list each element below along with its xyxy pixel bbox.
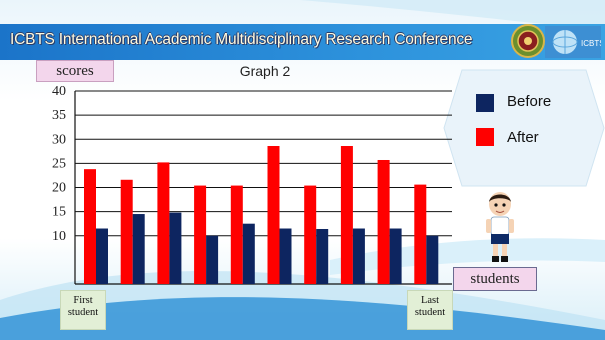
bar-before [426,235,439,284]
last-student-label: Last student [407,290,453,330]
x-axis-label: students [453,267,537,291]
chart-title: Graph 2 [239,63,291,79]
y-tick-label: 15 [52,205,66,220]
y-tick-label: 10 [52,229,66,244]
legend-after-swatch [476,128,494,146]
y-tick-label: 25 [52,156,66,171]
bar-after [304,185,317,284]
bar-before [169,212,182,284]
bar-before [316,228,329,284]
legend-after-label: After [507,129,539,146]
y-tick-label: 20 [52,181,66,196]
bar-before [279,228,292,284]
bar-before [352,228,365,284]
y-tick-label: 35 [52,108,66,123]
bar-after [230,185,243,284]
y-axis-label: scores [36,60,114,82]
header-banner [0,24,605,60]
university-seal-icon [511,24,545,58]
bar-before [242,223,255,284]
bar-before [206,235,219,284]
bar-after [84,169,96,284]
y-tick-label: 40 [52,84,66,99]
bar-after [377,159,390,284]
legend-before-swatch [476,94,494,112]
svg-text:ICBTS: ICBTS [581,39,601,48]
bar-after [194,185,207,284]
bar-before [96,228,108,284]
y-tick-label: 30 [52,132,66,147]
bar-after [157,162,170,284]
bar-after [414,184,427,284]
first-student-label: First student [60,290,106,330]
bar-before [389,228,402,284]
bar-after [120,179,133,284]
bar-before [132,214,145,284]
icbts-globe-logo: ICBTS [545,26,601,58]
banner-title: ICBTS International Academic Multidiscip… [10,31,473,48]
bar-after [340,146,353,284]
student-cartoon-icon [486,192,514,262]
legend-before-label: Before [507,93,552,110]
bar-after [267,146,280,284]
